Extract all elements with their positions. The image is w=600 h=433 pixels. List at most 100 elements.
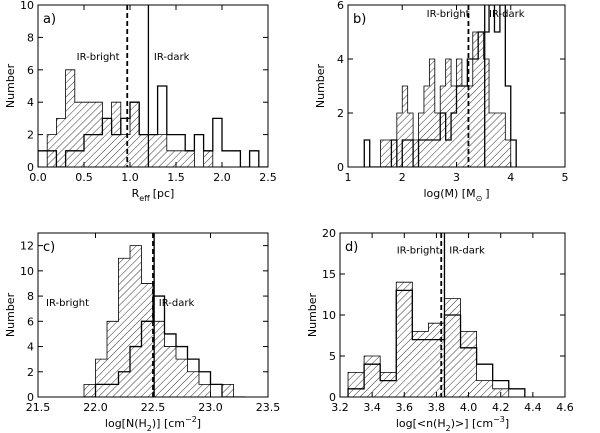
bar-ir-bright [141, 283, 153, 397]
bar-ir-bright [118, 258, 130, 397]
x-tick-label: 1.0 [121, 171, 139, 184]
x-label-mid: )] [cm [152, 417, 185, 430]
bar-ir-bright [222, 384, 234, 397]
bar-ir-bright [176, 359, 188, 397]
series-outline-ir-bright [364, 31, 517, 167]
x-tick-label: 4.2 [492, 401, 510, 414]
bar-ir-bright [476, 380, 493, 397]
bar-ir-bright [120, 134, 130, 167]
panel-c: 21.5 22.0 22.5 23.0 23.5 0 2 4 6 8 10 12 Number log[N… [4, 232, 281, 433]
bar-ir-bright [413, 140, 419, 167]
x-axis-label: log[<n(H2)>] [cm−3] [396, 415, 509, 433]
y-axis-label: Number [314, 63, 327, 108]
bar-ir-bright [139, 134, 149, 167]
bar-ir-bright [396, 282, 413, 397]
plot-area [38, 69, 268, 167]
bar-ir-bright [429, 59, 435, 167]
bar-ir-bright [489, 113, 495, 167]
panel-d: 3.2 3.4 3.6 3.8 4.0 4.2 4.4 4.6 0 5 10 15 20 Number lo… [306, 227, 574, 433]
x-tick-label: 4.0 [460, 401, 478, 414]
bar-ir-bright [412, 331, 429, 397]
bar-ir-bright [380, 372, 397, 397]
bar-ir-bright [102, 118, 112, 167]
bar-ir-bright [187, 371, 199, 397]
series-outline-ir-bright [347, 281, 510, 397]
bar-ir-bright [499, 113, 506, 167]
x-label-unit: [pc] [153, 187, 175, 200]
bar-ir-bright [451, 86, 457, 167]
y-tick-label: 20 [322, 227, 336, 240]
x-tick-label: 3.2 [331, 401, 349, 414]
bar-ir-bright [380, 140, 386, 167]
bar-ir-bright [130, 245, 142, 397]
x-tick-label: 3 [453, 171, 460, 184]
x-label-superscript: −2 [185, 415, 197, 424]
y-tick-label: 8 [27, 290, 34, 303]
y-tick-label: 6 [27, 64, 34, 77]
y-tick-label: 10 [322, 309, 336, 322]
x-tick-label: 1.5 [167, 171, 185, 184]
y-tick-label: 10 [20, 265, 34, 278]
x-axis-label: Reff [pc] [132, 187, 175, 203]
plot-area [347, 281, 526, 397]
x-tick-label: 0.0 [29, 171, 47, 184]
x-tick-label: 22.0 [83, 401, 108, 414]
annotation-ir-dark: IR-dark [449, 246, 485, 257]
series-step-ir-dark [84, 295, 245, 397]
x-tick-label: 2.0 [213, 171, 231, 184]
x-tick-label: 2 [399, 171, 406, 184]
axes-frame [37, 4, 269, 168]
y-tick-label: 0 [27, 391, 34, 404]
x-label-main: log[<n(H [396, 417, 446, 430]
x-tick-label: 23.0 [198, 401, 223, 414]
bar-ir-bright [95, 359, 107, 397]
bar-ir-bright [65, 69, 75, 167]
bar-ir-bright [164, 346, 176, 397]
bar-ir-bright [444, 298, 461, 397]
x-tick-label: 3.8 [428, 401, 446, 414]
annotation-ir-bright: IR-bright [77, 52, 120, 63]
bar-ir-bright [185, 150, 195, 167]
x-label-unit: ] [505, 417, 509, 430]
x-tick-label: 1 [345, 171, 352, 184]
bar-ir-bright [456, 59, 462, 167]
plot-area [83, 245, 245, 397]
x-label-unit: ] [485, 187, 489, 200]
x-label-main: log(M) [M [423, 187, 475, 200]
panel-label: d) [345, 240, 358, 255]
panel-label: a) [43, 12, 56, 27]
bar-ir-bright [467, 86, 473, 167]
annotation-ir-bright: IR-bright [397, 246, 440, 257]
y-tick-label: 0 [337, 161, 344, 174]
y-tick-label: 2 [337, 107, 344, 120]
x-tick-label: 4.6 [556, 401, 574, 414]
y-axis-label: Number [4, 292, 17, 337]
bar-ir-bright [364, 356, 381, 397]
bar-ir-bright [494, 113, 500, 167]
x-tick-label: 23.5 [256, 401, 281, 414]
bar-ir-bright [402, 86, 408, 167]
x-label-subscript: eff [139, 194, 150, 203]
x-tick-label: 3.6 [396, 401, 414, 414]
bar-ir-bright [440, 86, 446, 167]
panel-a: 0.0 0.5 1.0 1.5 2.0 2.5 0 2 4 6 8 10 Number Reff [pc] a… [4, 0, 277, 203]
annotation-ir-dark: IR-dark [489, 9, 525, 20]
y-tick-label: 4 [27, 341, 34, 354]
bar-ir-bright [348, 372, 365, 397]
bar-ir-bright [176, 150, 186, 167]
bar-ir-bright [153, 321, 165, 397]
bar-ir-bright [74, 102, 84, 167]
bar-ir-bright [391, 140, 397, 167]
y-tick-label: 8 [27, 31, 34, 44]
bar-ir-bright [445, 59, 452, 167]
x-label-mid: )>] [cm [451, 417, 493, 430]
plot-area [363, 5, 517, 167]
x-label-main: R [132, 187, 140, 200]
bar-ir-bright [396, 113, 403, 167]
x-tick-label: 0.5 [75, 171, 93, 184]
bar-ir-bright [460, 331, 477, 397]
bar-ir-bright [84, 384, 96, 397]
x-label-superscript: −3 [493, 415, 505, 424]
bar-ir-bright [478, 32, 484, 167]
